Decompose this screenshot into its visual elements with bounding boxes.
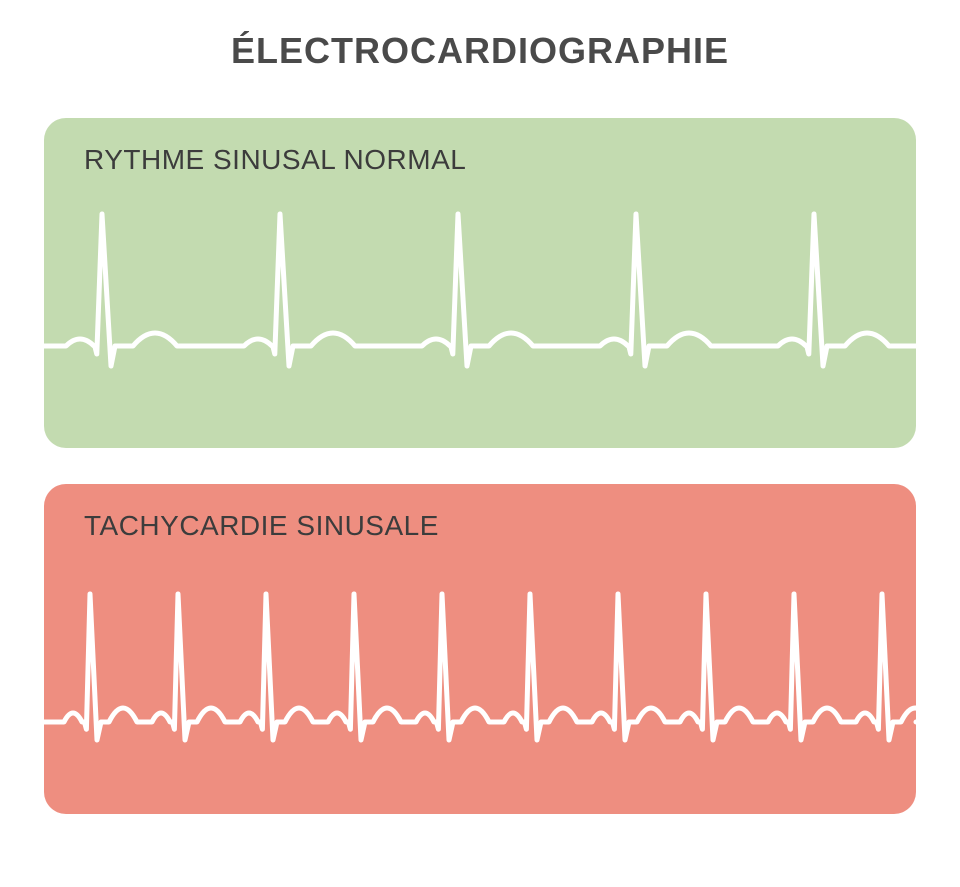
ecg-trace-tachycardia xyxy=(44,484,916,814)
ecg-infographic: ÉLECTROCARDIOGRAPHIE RYTHME SINUSAL NORM… xyxy=(0,0,960,887)
panel-normal-sinus: RYTHME SINUSAL NORMAL xyxy=(44,118,916,448)
main-title: ÉLECTROCARDIOGRAPHIE xyxy=(0,0,960,82)
ecg-trace-normal xyxy=(44,118,916,448)
panel-tachycardia: TACHYCARDIE SINUSALE xyxy=(44,484,916,814)
